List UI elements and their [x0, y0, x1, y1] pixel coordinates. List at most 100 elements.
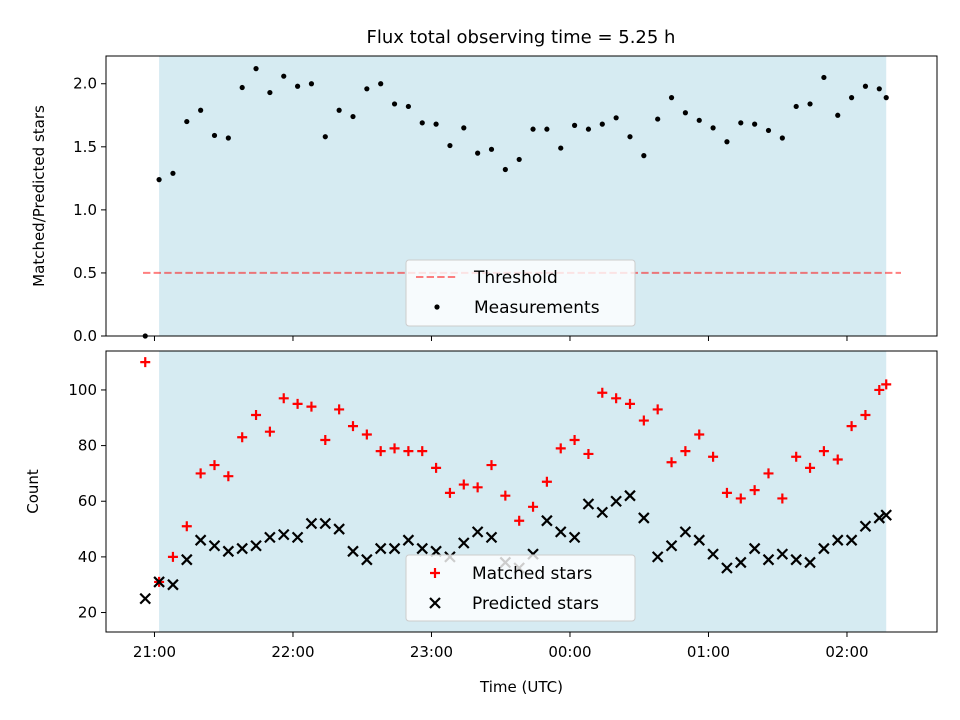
matched-star-point	[818, 446, 829, 457]
measurement-point	[308, 81, 315, 87]
predicted-star-point	[651, 551, 664, 563]
matched-star-point	[860, 409, 871, 420]
y-tick-label: 100	[68, 381, 97, 399]
measurement-point	[488, 146, 495, 152]
measurement-point	[198, 107, 204, 113]
measurement-point	[558, 145, 564, 151]
y-tick-label: 80	[78, 437, 97, 455]
predicted-star-point	[831, 534, 844, 546]
predicted-star-point	[679, 526, 692, 538]
matched-star-point	[749, 485, 760, 496]
predicted-star-point	[665, 539, 678, 552]
predicted-star-point	[471, 526, 484, 538]
matched-star-point	[417, 446, 428, 457]
predicted-star-point	[181, 553, 193, 566]
matched-star-point	[140, 357, 151, 368]
predicted-star-point	[693, 534, 706, 546]
matched-star-point	[431, 462, 442, 473]
matched-star-point	[403, 446, 414, 457]
matched-star-point	[791, 451, 802, 462]
y-axis-label: Count	[24, 469, 42, 514]
measurement-point	[516, 156, 522, 163]
count-panel: 20 40 60 80 100 21:00 22:00 23:00 00:00 01:00 02:0…	[24, 350, 938, 696]
predicted-star-point	[277, 528, 290, 541]
measurement-point	[599, 121, 605, 127]
x-tick-label: 22:00	[271, 643, 314, 661]
measurement-point	[267, 89, 273, 96]
predicted-star-point	[624, 489, 636, 502]
predicted-star-point	[347, 545, 359, 558]
predicted-star-point	[790, 553, 802, 566]
matched-star-point	[541, 476, 552, 487]
matched-star-point	[181, 521, 192, 532]
predicted-star-point	[818, 542, 830, 555]
predicted-star-point	[735, 556, 747, 569]
measurement-point	[724, 139, 730, 145]
predicted-star-point	[194, 534, 207, 546]
matched-star-point	[583, 448, 594, 459]
legend-predicted-label: Predicted stars	[472, 594, 599, 614]
legend: Matched stars Predicted stars	[405, 554, 636, 622]
matched-star-point	[652, 404, 663, 415]
legend-box	[405, 259, 636, 327]
measurement-point	[765, 127, 772, 134]
measurement-point	[364, 86, 370, 92]
matched-star-point	[320, 435, 331, 446]
predicted-star-point	[596, 506, 609, 519]
matched-star-point	[555, 443, 566, 454]
measurement-point	[253, 66, 259, 72]
matched-star-point	[306, 401, 317, 412]
matched-star-point	[264, 426, 275, 437]
measurement-point	[883, 95, 889, 101]
matched-star-point	[680, 446, 691, 457]
y-tick-label: 2.0	[73, 75, 97, 93]
measurement-point	[571, 122, 578, 128]
measurement-point	[627, 134, 633, 140]
measurement-point	[793, 103, 799, 110]
legend-box	[405, 554, 636, 622]
measurement-point	[668, 95, 675, 101]
predicted-star-point	[859, 520, 872, 533]
predicted-star-point	[880, 509, 892, 521]
legend-matched-swatch	[430, 568, 440, 578]
matched-star-point	[881, 379, 892, 390]
measurement-point	[655, 116, 661, 122]
matched-star-point	[832, 454, 843, 465]
measurement-point	[710, 125, 716, 131]
predicted-star-point	[721, 562, 733, 574]
predicted-star-point	[208, 539, 221, 552]
predicted-star-point	[582, 498, 595, 510]
matched-star-point	[874, 384, 885, 395]
measurement-point	[835, 112, 841, 118]
predicted-star-point	[458, 537, 470, 549]
measurement-point	[641, 153, 647, 159]
matched-star-point	[472, 482, 483, 493]
y-tick-label: 40	[78, 548, 97, 566]
y-tick-label: 0.5	[73, 264, 97, 282]
matched-star-point	[251, 409, 262, 420]
predicted-star-point	[333, 523, 345, 535]
measurement-point	[447, 142, 453, 149]
measurement-point	[225, 135, 231, 141]
measurement-point	[336, 107, 342, 113]
matched-star-point	[486, 460, 497, 471]
predicted-star-point	[374, 542, 387, 555]
predicted-star-point	[762, 553, 775, 566]
measurement-point	[156, 177, 162, 183]
predicted-star-point	[804, 556, 816, 569]
matched-star-point	[735, 493, 746, 504]
measurement-point	[862, 83, 869, 89]
matched-star-point	[528, 501, 539, 512]
matched-star-point	[209, 460, 220, 471]
measurement-point	[419, 120, 425, 126]
x-tick-label: 00:00	[548, 643, 591, 661]
matched-star-point	[500, 490, 511, 501]
predicted-star-point	[638, 512, 650, 524]
matched-star-point	[223, 471, 234, 482]
matched-star-point	[846, 421, 857, 432]
x-tick-label: 21:00	[133, 643, 176, 661]
predicted-star-point	[776, 548, 789, 560]
measurement-point	[752, 121, 758, 127]
predicted-star-point	[222, 545, 235, 558]
predicted-star-point	[167, 578, 179, 591]
